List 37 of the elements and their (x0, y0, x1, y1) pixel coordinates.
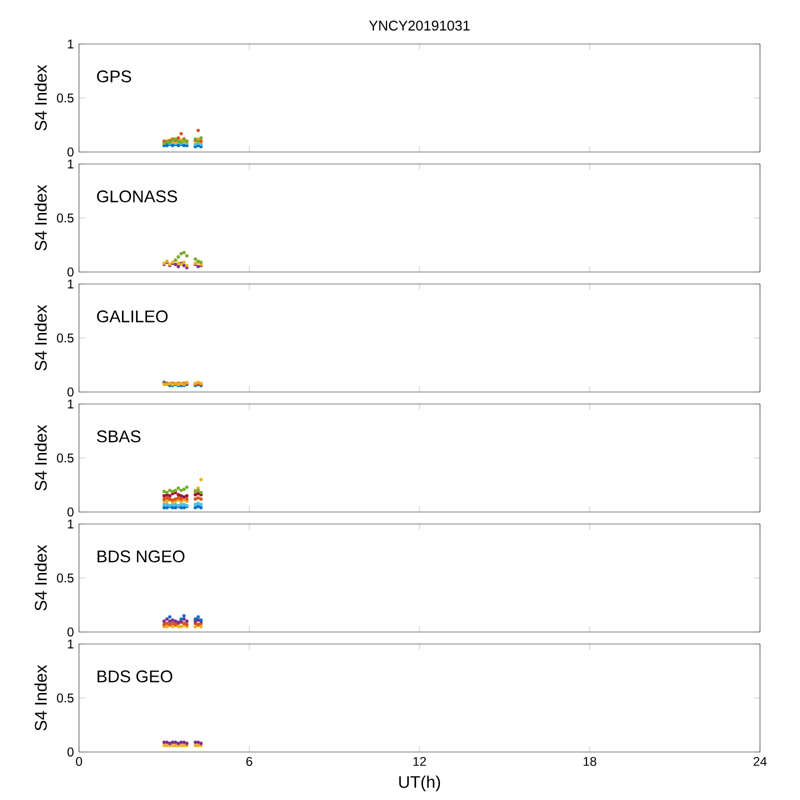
y-tick-label: 1 (68, 400, 74, 408)
y-tick-label: 0.5 (56, 334, 74, 342)
y-axis-title: S4 Index (34, 544, 47, 611)
y-axis-title: S4 Index (34, 304, 47, 371)
y-tick-label: 1 (68, 160, 74, 168)
annotation: GLONASS (97, 190, 178, 202)
y-tick-label: 0 (67, 148, 74, 156)
y-tick-label: 1 (68, 40, 74, 48)
x-tick-label: 0 (76, 756, 82, 766)
y-axis-title: S4 Index (34, 424, 47, 491)
x-tick-label: 12 (413, 756, 426, 766)
y-tick-label: 0 (67, 508, 74, 516)
y-axis-title: S4 Index (34, 184, 47, 251)
y-tick-label: 1 (68, 640, 74, 648)
annotation: GPS (97, 70, 132, 82)
y-axis-title: S4 Index (34, 664, 47, 731)
y-tick-label: 0.5 (56, 214, 74, 222)
y-tick-label: 0.5 (56, 94, 74, 102)
y-tick-label: 0 (67, 748, 74, 756)
y-tick-label: 1 (68, 520, 74, 528)
y-axis-title: S4 Index (34, 64, 47, 131)
annotation: BDS NGEO (98, 550, 184, 562)
annotation: GALILEO (97, 310, 168, 322)
y-tick-label: 0 (67, 628, 74, 636)
y-tick-label: 0 (67, 268, 74, 276)
x-tick-label: 24 (754, 756, 767, 766)
y-tick-label: 0 (67, 388, 74, 396)
y-tick-label: 1 (68, 280, 74, 288)
chart-title: YNCY20191031 (369, 20, 470, 31)
x-axis-title: UT(h) (399, 776, 440, 792)
y-tick-label: 0.5 (56, 694, 74, 702)
x-tick-label: 18 (584, 756, 596, 766)
y-tick-label: 0.5 (56, 574, 74, 582)
annotation: BDS GEO (98, 670, 172, 682)
y-tick-label: 0.5 (56, 454, 74, 462)
x-tick-label: 6 (246, 756, 252, 766)
annotation: SBAS (97, 430, 140, 442)
